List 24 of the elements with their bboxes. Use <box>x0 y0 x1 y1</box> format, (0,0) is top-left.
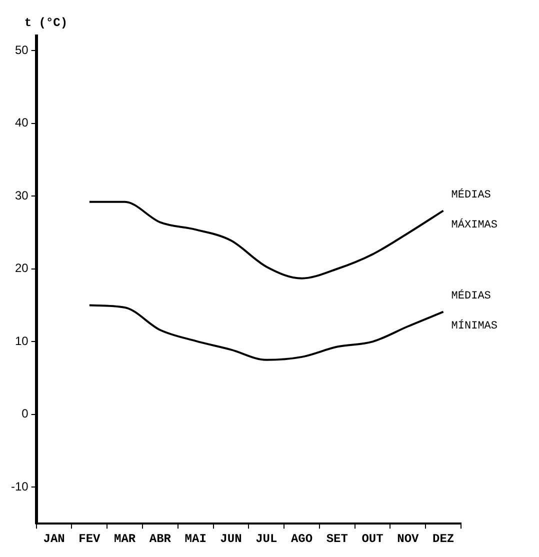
y-tick-label: 40 <box>14 116 29 130</box>
y-axis-title: t (°C) <box>24 16 68 30</box>
y-tick-label: 30 <box>14 188 29 202</box>
x-tick-label: SET <box>326 532 348 546</box>
x-tick-label: JAN <box>43 532 65 546</box>
y-tick-label: -10 <box>11 480 29 494</box>
line-series <box>88 304 444 361</box>
x-tick-label: NOV <box>397 532 420 546</box>
x-tick-label: JUN <box>220 532 242 546</box>
x-tick-label: JUL <box>256 532 278 546</box>
x-tick-label: OUT <box>362 532 384 546</box>
x-tick-label: AGO <box>290 532 313 546</box>
line-series <box>88 200 444 280</box>
x-tick-label: DEZ <box>432 532 454 546</box>
y-tick-label: 20 <box>14 261 29 276</box>
x-tick-label: MAR <box>114 532 136 546</box>
y-tick-label: 10 <box>14 334 29 348</box>
y-tick-label: 0 <box>22 406 29 421</box>
x-tick-label: FEV <box>78 532 102 546</box>
text: MÉDIAS MÍNIMAS <box>451 290 498 333</box>
x-tick-label: ABR <box>149 532 172 546</box>
y-tick-label: 50 <box>14 42 29 57</box>
x-tick-label: MAI <box>184 532 206 546</box>
text: MÉDIAS MÁXIMAS <box>451 190 498 232</box>
